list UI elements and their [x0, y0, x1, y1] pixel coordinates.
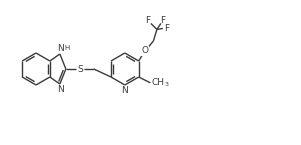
Text: S: S: [77, 65, 83, 74]
Text: F: F: [160, 16, 166, 25]
Text: 3: 3: [165, 82, 169, 87]
Text: N: N: [57, 85, 64, 94]
Text: O: O: [141, 46, 148, 55]
Text: N: N: [122, 86, 128, 95]
Text: F: F: [145, 16, 150, 25]
Text: CH: CH: [152, 78, 165, 87]
Text: F: F: [164, 24, 169, 33]
Text: N: N: [57, 44, 64, 53]
Text: H: H: [64, 46, 70, 51]
